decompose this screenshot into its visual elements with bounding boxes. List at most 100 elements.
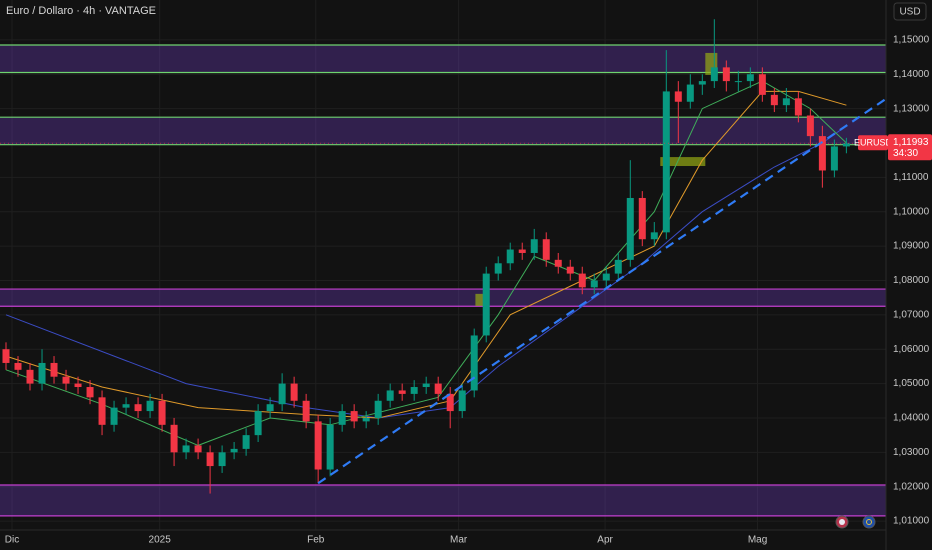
currency-button[interactable]: [893, 2, 927, 21]
candle-body: [194, 445, 202, 453]
candle-body: [734, 81, 742, 83]
candle-body: [758, 74, 766, 95]
candle-body: [254, 411, 262, 436]
candle-body: [806, 115, 814, 137]
y-tick-label: 1,04000: [893, 413, 930, 424]
candle-body: [110, 407, 118, 425]
order-block: [660, 157, 706, 167]
candle-body: [386, 390, 394, 401]
chart-title: Euro / Dollaro · 4h · VANTAGE: [6, 5, 156, 17]
candle-body: [710, 67, 718, 82]
candle-body: [410, 387, 418, 394]
candle-body: [530, 239, 538, 253]
candle-body: [458, 390, 466, 412]
candle-body: [122, 404, 130, 408]
candle-body: [614, 259, 622, 274]
candle-body: [638, 197, 646, 240]
candle-body: [206, 452, 214, 467]
candle-body: [782, 98, 790, 106]
candle-body: [158, 400, 166, 425]
candle-body: [170, 424, 178, 453]
axes: 1,01000 1,02000 1,03000 1,04000 1,05000 1,060…: [5, 35, 932, 546]
moving-average: [5, 125, 847, 419]
candle-body: [494, 263, 502, 274]
candle-body: [74, 383, 82, 388]
candle-body: [830, 146, 838, 171]
zone: [0, 45, 886, 73]
candle-body: [398, 390, 406, 394]
candle-body: [242, 435, 250, 449]
y-tick-label: 1,11000: [893, 172, 929, 183]
candle-body: [698, 81, 706, 85]
candle-body: [146, 400, 154, 412]
candle-body: [542, 239, 550, 260]
candle-body: [50, 362, 58, 377]
x-tick-label: Apr: [597, 535, 613, 546]
y-tick-label: 1,15000: [893, 35, 930, 46]
candle-body: [374, 400, 382, 418]
candle-body: [38, 362, 46, 384]
candle-body: [86, 387, 94, 398]
candle-body: [482, 273, 490, 336]
candle-body: [362, 417, 370, 422]
candle-body: [674, 91, 682, 102]
candle-body: [266, 404, 274, 412]
candle-body: [2, 349, 10, 363]
zone: [0, 289, 886, 307]
candle-body: [518, 249, 526, 253]
candle-body: [554, 259, 562, 267]
candle-body: [134, 404, 142, 412]
symbol-tag: [858, 135, 888, 151]
candle-body: [182, 445, 190, 453]
candle-body: [770, 94, 778, 106]
candle-body: [794, 98, 802, 116]
candle-body: [302, 400, 310, 422]
event-icon[interactable]: [862, 515, 876, 529]
candle-body: [578, 273, 586, 288]
candle-body: [314, 421, 322, 470]
candle-body: [422, 383, 430, 388]
candle-body: [338, 411, 346, 425]
candle-body: [590, 280, 598, 288]
plot-area: [0, 19, 886, 517]
candle-body: [350, 411, 358, 422]
y-tick-label: 1,05000: [893, 378, 930, 389]
candle-body: [602, 273, 610, 281]
candle-body: [98, 397, 106, 425]
y-tick-label: 1,08000: [893, 275, 930, 286]
price-tag: [888, 134, 932, 161]
candle-body: [290, 383, 298, 401]
candle-body: [62, 376, 70, 384]
trendline: [317, 97, 886, 485]
y-tick-label: 1,03000: [893, 447, 930, 458]
y-tick-label: 1,14000: [893, 69, 930, 80]
x-tick-label: 2025: [149, 535, 172, 546]
symbol-label: EURUSD: [854, 138, 893, 148]
x-tick-label: Feb: [307, 535, 325, 546]
moving-average: [5, 80, 847, 446]
x-tick-label: Mag: [748, 535, 767, 546]
y-tick-label: 1,09000: [893, 241, 930, 252]
candle-body: [26, 369, 34, 384]
candle-body: [218, 452, 226, 467]
y-tick-label: 1,01000: [893, 516, 930, 527]
candle-body: [722, 67, 730, 82]
currency-label[interactable]: USD: [899, 7, 920, 18]
candle-body: [446, 393, 454, 412]
candle-body: [326, 424, 334, 470]
y-tick-label: 1,13000: [893, 103, 930, 114]
y-tick-label: 1,02000: [893, 481, 930, 492]
candle-body: [14, 362, 22, 370]
candle-body: [686, 84, 694, 102]
candle-body: [506, 249, 514, 264]
candle-body: [470, 335, 478, 391]
zone: [0, 484, 886, 516]
candle-body: [746, 74, 754, 82]
event-icon[interactable]: [835, 515, 849, 529]
x-tick-label: Dic: [5, 535, 19, 546]
zone: [0, 117, 886, 145]
candle-body: [566, 266, 574, 274]
y-tick-label: 1,07000: [893, 309, 930, 320]
